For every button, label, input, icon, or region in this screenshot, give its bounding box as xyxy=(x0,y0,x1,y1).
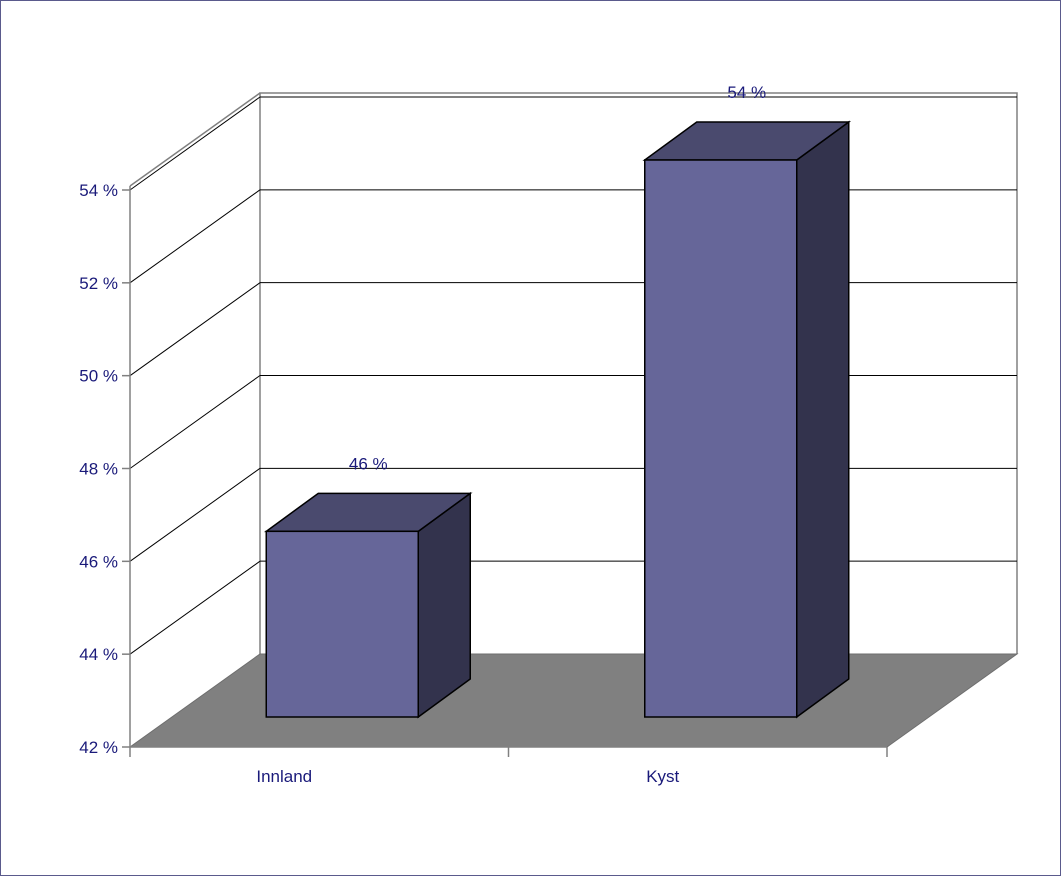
y-tick-label: 42 % xyxy=(79,738,118,757)
axes xyxy=(122,186,888,757)
gridlines xyxy=(129,96,1017,655)
data-label: 54 % xyxy=(727,83,766,102)
side-gridline xyxy=(129,375,261,469)
x-category-label: Innland xyxy=(256,767,312,786)
bar-innland xyxy=(263,491,473,719)
y-tick-label: 44 % xyxy=(79,645,118,664)
x-category-labels: Innland Kyst xyxy=(256,767,679,786)
y-tick-labels: 42 % 44 % 46 % 48 % 50 % 52 % 54 % xyxy=(79,181,118,757)
y-tick-label: 48 % xyxy=(79,460,118,479)
bar-kyst xyxy=(642,120,852,719)
side-gridline xyxy=(129,467,261,562)
x-category-label: Kyst xyxy=(646,767,679,786)
y-tick-label: 52 % xyxy=(79,274,118,293)
bar-side-face xyxy=(796,120,850,719)
y-tick-label: 54 % xyxy=(79,181,118,200)
data-labels: 46 % 54 % xyxy=(349,83,766,473)
side-gridline xyxy=(129,96,261,191)
side-wall-top-edge xyxy=(129,92,261,187)
bar-front-face xyxy=(265,530,419,718)
bars xyxy=(263,120,852,719)
back-wall xyxy=(259,92,1018,654)
side-gridline xyxy=(129,189,261,284)
floor-plane xyxy=(128,653,1019,748)
side-gridline xyxy=(129,282,261,377)
side-gridline xyxy=(129,560,261,655)
bar-front-face xyxy=(644,159,798,718)
y-tick-label: 46 % xyxy=(79,552,118,571)
chart-walls xyxy=(129,92,1018,654)
bar-side-face xyxy=(417,491,471,719)
y-tick-label: 50 % xyxy=(79,367,118,386)
chart-floor xyxy=(128,653,1019,748)
data-label: 46 % xyxy=(349,454,388,473)
